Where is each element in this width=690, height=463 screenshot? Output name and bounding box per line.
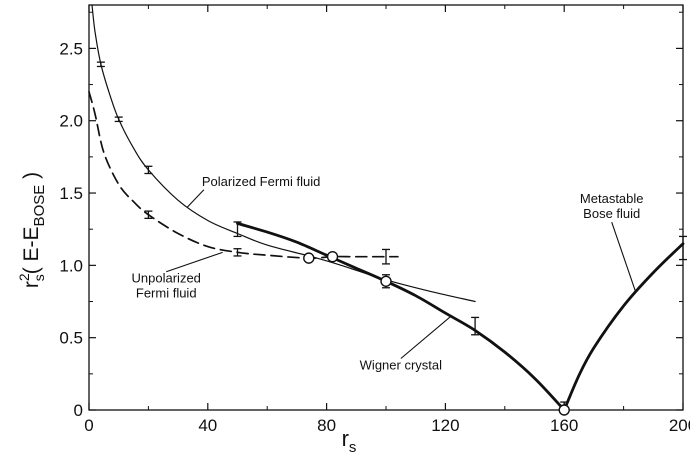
annotation-metastable-bose-fluid: Metastable Bose fluid xyxy=(580,191,644,221)
x-tick-label: 0 xyxy=(84,416,93,435)
data-marker-open-circle xyxy=(326,250,339,263)
x-axis-label: rs xyxy=(342,426,357,456)
x-tick-label: 160 xyxy=(550,416,578,435)
annotation-pointer xyxy=(166,251,223,273)
x-tick-label: 120 xyxy=(431,416,459,435)
error-bar xyxy=(96,61,105,68)
data-marker-open-circle xyxy=(380,275,392,287)
y-tick-label: 1.0 xyxy=(59,256,83,275)
x-tick-label: 40 xyxy=(198,416,217,435)
error-bars xyxy=(96,61,687,413)
series-line-metastable-bose-fluid xyxy=(562,242,685,412)
axis-ticks: 0 40 80 120 160 200 0 0.5 1.0 1.5 2.0 2.5 xyxy=(59,5,690,435)
data-marker-open-circle xyxy=(303,252,315,264)
annotation-unpolarized-fermi-fluid: Unpolarized Fermi fluid xyxy=(132,271,201,301)
error-bar xyxy=(233,248,242,257)
error-bar xyxy=(144,210,153,219)
data-marker-open-circle xyxy=(558,404,570,416)
y-tick-label: 2.0 xyxy=(59,112,83,131)
annotation-pointer xyxy=(400,315,452,359)
error-bar xyxy=(679,235,687,261)
y-tick-label: 1.5 xyxy=(59,184,83,203)
series-line-wigner-crystal xyxy=(236,222,566,412)
annotation-pointer xyxy=(186,189,205,208)
y-tick-label: 2.5 xyxy=(59,39,83,58)
annotations: Polarized Fermi fluid Unpolarized Fermi fl… xyxy=(132,174,644,373)
x-tick-label: 200 xyxy=(669,416,690,435)
annotation-wigner-crystal: Wigner crystal xyxy=(360,358,442,373)
y-tick-label: 0 xyxy=(74,401,83,420)
error-bar xyxy=(382,248,390,265)
error-bar xyxy=(471,316,480,336)
error-bar xyxy=(144,165,153,175)
error-bar xyxy=(114,116,123,123)
series-line-polarized-fermi-fluid xyxy=(91,4,476,303)
error-bar xyxy=(233,221,242,238)
y-tick-label: 0.5 xyxy=(59,329,83,348)
data-markers xyxy=(303,250,570,416)
y-axis-label: r2s( E-EBOSE ) xyxy=(16,172,48,288)
x-tick-label: 80 xyxy=(317,416,336,435)
annotation-pointer xyxy=(611,221,637,292)
annotation-polarized-fermi-fluid: Polarized Fermi fluid xyxy=(202,174,320,189)
